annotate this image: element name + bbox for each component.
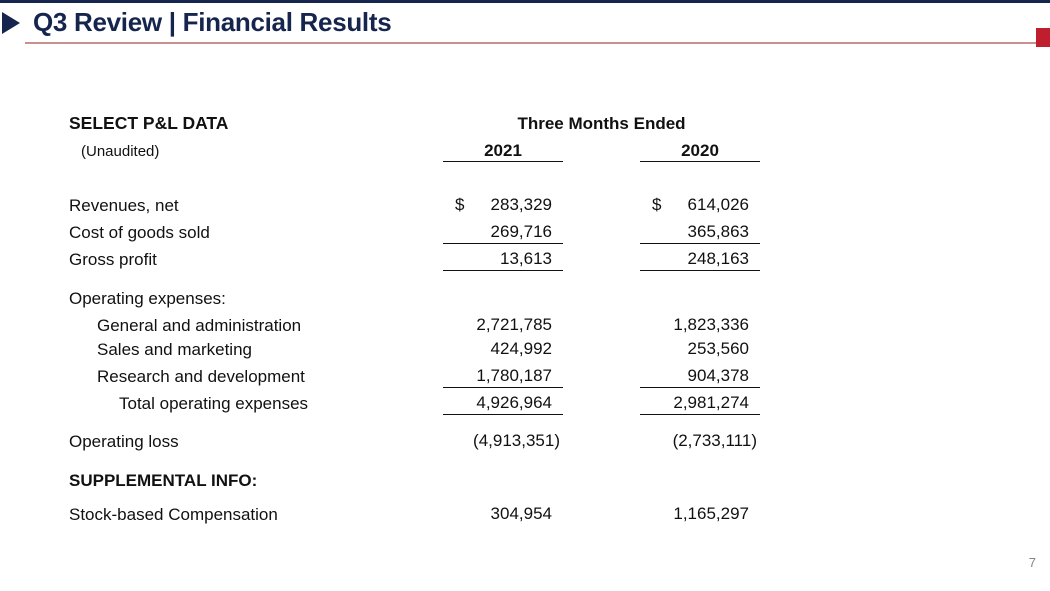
row-label: Total operating expenses [119, 394, 309, 413]
value-2021: 2,721,785 [443, 315, 563, 337]
value-2020: $614,026 [640, 195, 760, 217]
value-2020: 2,981,274 [640, 393, 760, 415]
value-2021: 1,780,187 [443, 366, 563, 388]
cell-value: 304,954 [490, 504, 552, 523]
cell-value: 253,560 [687, 339, 749, 358]
cell-value: 1,780,187 [476, 366, 552, 385]
cell-value: 13,613 [500, 249, 552, 268]
cell-value: (4,913,351) [473, 431, 560, 450]
row-label: General and administration [97, 316, 302, 335]
table-row: Cost of goods sold 269,716 365,863 [0, 222, 1050, 245]
cell-value: (2,733,111) [672, 431, 757, 450]
value-2020: 904,378 [640, 366, 760, 388]
column-header-2020: 2020 [640, 141, 760, 162]
row-label: SUPPLEMENTAL INFO: [69, 471, 258, 490]
cell-value: 424,992 [490, 339, 552, 358]
table-row: SUPPLEMENTAL INFO: [0, 471, 1050, 493]
currency-symbol: $ [455, 195, 465, 214]
page-number: 7 [1028, 555, 1036, 570]
cell-value: 1,165,297 [673, 504, 749, 523]
cell-value: 4,926,964 [476, 393, 552, 412]
accent-square [1036, 28, 1050, 47]
value-2021 [443, 288, 563, 310]
value-2020: (2,733,111) [640, 431, 760, 453]
row-label: Gross profit [69, 250, 157, 269]
top-border-bar [0, 0, 1050, 3]
table-row: Operating expenses: [0, 289, 1050, 311]
cell-value: 2,721,785 [476, 315, 552, 334]
value-2020: 1,165,297 [640, 504, 760, 526]
cell-value: 2,981,274 [673, 393, 749, 412]
column-group-header: Three Months Ended [517, 114, 686, 133]
title-underline-rule [25, 42, 1036, 44]
value-2021: 269,716 [443, 222, 563, 244]
cell-value: 1,823,336 [673, 315, 749, 334]
value-2021: (4,913,351) [443, 431, 563, 453]
cell-value: 904,378 [687, 366, 749, 385]
value-2020: 1,823,336 [640, 315, 760, 337]
table-row: Gross profit 13,613 248,163 [0, 249, 1050, 272]
table-row: Research and development 1,780,187 904,378 [0, 366, 1050, 389]
cell-value: 269,716 [490, 222, 552, 241]
table-subtitle: (Unaudited) [81, 143, 160, 160]
table-row: Stock-based Compensation 304,954 1,165,297 [0, 504, 1050, 527]
table-title: SELECT P&L DATA [69, 113, 229, 133]
value-2021 [443, 470, 563, 492]
row-label: Operating expenses: [69, 289, 226, 308]
value-2020: 248,163 [640, 249, 760, 271]
row-label: Revenues, net [69, 196, 179, 215]
table-row: General and administration 2,721,785 1,823… [0, 315, 1050, 338]
row-label: Stock-based Compensation [69, 505, 278, 524]
value-2020 [640, 288, 760, 310]
value-2020: 365,863 [640, 222, 760, 244]
value-2021: 424,992 [443, 339, 563, 361]
value-2021: $283,329 [443, 195, 563, 217]
row-label: Cost of goods sold [69, 223, 210, 242]
row-label: Research and development [97, 367, 305, 386]
cell-value: 614,026 [687, 195, 749, 214]
row-label: Operating loss [69, 432, 179, 451]
value-2021: 304,954 [443, 504, 563, 526]
currency-symbol: $ [652, 195, 662, 214]
value-2020 [640, 470, 760, 492]
row-label: Sales and marketing [97, 340, 252, 359]
table-row: Operating loss (4,913,351) (2,733,111) [0, 431, 1050, 454]
table-row: Total operating expenses 4,926,964 2,981,2… [0, 393, 1050, 416]
column-header-2021: 2021 [443, 141, 563, 162]
value-2021: 4,926,964 [443, 393, 563, 415]
cell-value: 365,863 [687, 222, 749, 241]
table-row: Sales and marketing 424,992 253,560 [0, 339, 1050, 362]
value-2021: 13,613 [443, 249, 563, 271]
cell-value: 248,163 [687, 249, 749, 268]
value-2020: 253,560 [640, 339, 760, 361]
cell-value: 283,329 [490, 195, 552, 214]
table-row: Revenues, net $283,329 $614,026 [0, 195, 1050, 218]
arrow-right-icon [2, 12, 20, 34]
page-title: Q3 Review | Financial Results [33, 7, 392, 37]
